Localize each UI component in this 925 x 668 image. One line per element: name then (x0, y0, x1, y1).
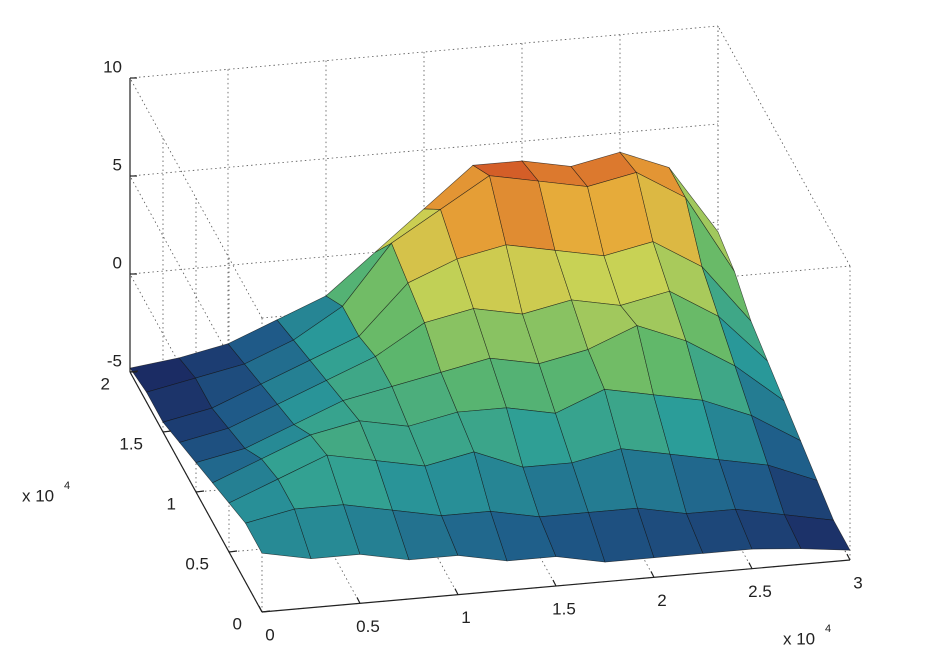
x-scale-label: x 10 (783, 629, 815, 648)
z-tick-label: 0 (113, 253, 122, 272)
grid-line (227, 363, 361, 604)
x-tick-label: 1.5 (552, 599, 576, 618)
x-tick (258, 605, 263, 613)
x-tick (356, 597, 361, 604)
x-tick (748, 562, 753, 569)
z-tick-label: -5 (107, 351, 122, 370)
y-tick (195, 490, 205, 493)
grid-line (129, 77, 263, 319)
grid-line (129, 123, 719, 177)
grid-line (129, 25, 719, 79)
axes: 0 0.5 1 1.5 2 2.5 3 0 0.5 1 1.5 2 -5 0 5 10 (101, 57, 863, 644)
x-tick (650, 571, 655, 578)
y-tick-label: 2 (101, 374, 110, 393)
box-edge (261, 265, 851, 319)
x-tick-label: 2.5 (748, 582, 772, 601)
y-tick-label: 1 (167, 494, 176, 513)
y-tick-label: 0.5 (185, 554, 209, 573)
z-tick-label: 10 (103, 57, 122, 76)
y-scale-exponent: 4 (64, 480, 70, 492)
box-edge (717, 25, 851, 267)
y-tick (162, 430, 172, 433)
x-tick (846, 553, 851, 561)
x-tick-label: 2 (657, 591, 666, 610)
y-tick (261, 610, 271, 613)
z-tick-label: 5 (113, 155, 122, 174)
x-scale-exponent: 4 (825, 623, 831, 635)
surface (129, 151, 851, 563)
x-tick (552, 579, 557, 587)
y-scale-label: x 10 (22, 486, 54, 505)
surface-patch (783, 514, 851, 551)
y-tick-label: 0 (233, 614, 242, 633)
x-tick-label: 0 (265, 625, 274, 644)
y-tick-label: 1.5 (119, 434, 143, 453)
x-tick-label: 0.5 (356, 617, 380, 636)
x-tick-label: 1 (461, 608, 470, 627)
x-tick (454, 588, 459, 595)
x-tick-label: 3 (853, 573, 862, 592)
y-tick (228, 550, 238, 553)
